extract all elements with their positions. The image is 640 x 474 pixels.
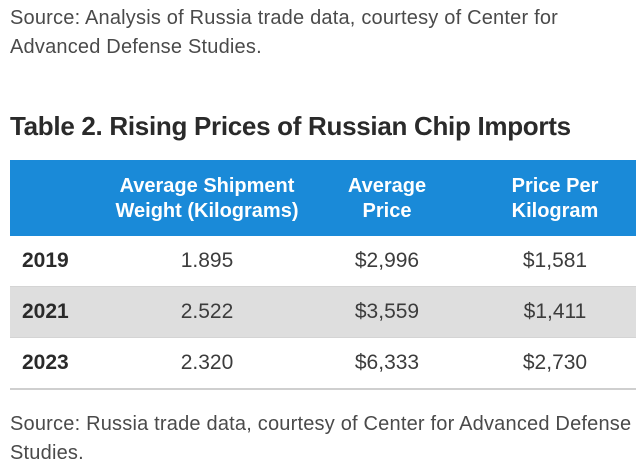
table-title: Table 2. Rising Prices of Russian Chip I… (10, 111, 571, 141)
row-weight: 2.522 (180, 300, 234, 323)
table-row: 2023 2.320 $6,333 $2,730 (10, 338, 636, 390)
bottom-source-note: Source: Russia trade data, courtesy of C… (10, 413, 632, 464)
header-average-shipment-weight: Average Shipment Weight (Kilograms) (115, 175, 299, 222)
row-weight: 2.320 (180, 351, 234, 374)
top-source-note: Source: Analysis of Russia trade data, c… (10, 7, 559, 58)
table-header-row: Average Shipment Weight (Kilograms) Aver… (10, 160, 636, 236)
row-weight: 1.895 (180, 249, 234, 272)
row-price: $3,559 (354, 300, 420, 323)
chip-imports-table: Average Shipment Weight (Kilograms) Aver… (10, 160, 636, 390)
table-row: 2019 1.895 $2,996 $1,581 (10, 236, 636, 287)
header-price-per-kilogram: Price Per Kilogram (511, 175, 599, 222)
row-year: 2023 (22, 351, 69, 374)
row-price: $2,996 (354, 249, 420, 272)
row-price-per-kg: $1,411 (523, 300, 587, 323)
header-average-price: Average Price (347, 175, 427, 222)
row-price: $6,333 (354, 351, 420, 374)
row-price-per-kg: $2,730 (522, 351, 588, 374)
row-year: 2019 (22, 249, 69, 272)
row-price-per-kg: $1,581 (522, 249, 588, 272)
row-year: 2021 (22, 300, 69, 323)
table-row: 2021 2.522 $3,559 $1,411 (10, 287, 636, 338)
